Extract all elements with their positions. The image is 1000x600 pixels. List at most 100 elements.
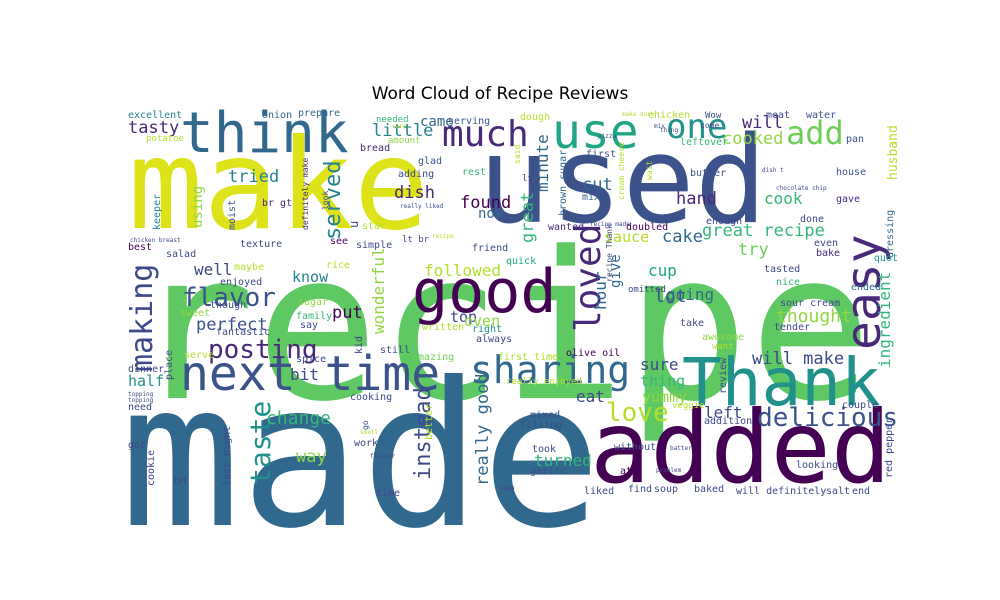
word-love: love <box>606 398 669 428</box>
word-flavour: flavour <box>370 453 396 460</box>
word-definitely-make: definitely make <box>301 158 310 230</box>
word-filling: filling <box>520 420 562 431</box>
word-cake: cake <box>662 227 703 247</box>
word-simple: simple <box>356 240 392 251</box>
word-ate: ate <box>620 466 638 477</box>
word-better: better <box>424 404 435 440</box>
word-taste: taste <box>244 401 277 485</box>
word-moist: moist <box>227 200 238 230</box>
word-made: made <box>120 340 602 573</box>
word-wanted: wanted <box>548 222 584 233</box>
word-butter: butter <box>690 168 726 179</box>
word-doubled: doubled <box>626 222 668 233</box>
word-chocolate-chip: chocolate chip <box>776 185 827 192</box>
word-sour-cream: sour cream <box>780 298 840 309</box>
word-thought: thought <box>776 306 852 327</box>
word-needed: needed <box>376 115 409 125</box>
word-time: time <box>376 488 400 499</box>
word-problem: problem <box>656 467 682 474</box>
word-dh: DH <box>174 476 186 487</box>
word-instead: instead <box>411 387 436 480</box>
word-garlic: garlic <box>530 466 566 477</box>
word-loved: loved <box>568 224 609 332</box>
word-one: one <box>666 107 727 147</box>
word-enough: enough <box>706 216 742 227</box>
word-sauce: sauce <box>604 228 649 246</box>
word-easy: easy <box>836 234 892 350</box>
word-come: come <box>700 121 719 130</box>
word-make: make <box>128 113 429 258</box>
word-sharing: sharing <box>470 348 630 392</box>
word-posting: posting <box>208 335 318 365</box>
word-find: find <box>628 484 652 495</box>
word-got: got <box>128 440 146 451</box>
word-really-enjoyed: really enjoyed <box>506 377 582 387</box>
word-gave: gave <box>836 194 860 205</box>
word-recipe-thank: recipe Thank <box>605 224 614 282</box>
word-dish: dish <box>394 183 435 203</box>
word-chicken-breast: chicken breast <box>130 237 181 244</box>
word-amazing: amazing <box>412 352 454 363</box>
word-go: go <box>361 420 370 430</box>
word-little: little <box>372 121 433 141</box>
word-veggie: veggie <box>672 401 705 411</box>
word-look: look <box>321 191 330 210</box>
word-house: house <box>836 167 866 178</box>
word-see: see <box>330 236 348 247</box>
word-awesome: awesome <box>702 332 744 343</box>
word-maybe: maybe <box>234 262 264 273</box>
word-amount: amount <box>388 136 421 146</box>
word-flavor: flavor <box>182 283 276 313</box>
word-cook: cook <box>764 189 803 208</box>
word-meat: meat <box>766 110 790 121</box>
word-add: add <box>786 114 844 152</box>
word-batter: batter <box>670 445 692 452</box>
word-brown-sugar: brown sugar <box>558 150 569 216</box>
word-best: best <box>128 242 152 253</box>
word-cooked: cooked <box>722 129 783 149</box>
word-pan: pan <box>846 134 864 145</box>
word-served: served <box>321 161 346 240</box>
word-addition: addition <box>704 416 752 427</box>
word-great: great <box>518 192 538 243</box>
word-bake: bake <box>816 248 840 259</box>
word-wow: Wow <box>705 111 722 121</box>
word-review: review <box>718 357 729 394</box>
word-thing: thing <box>660 127 678 134</box>
word-much: much <box>442 114 529 155</box>
word-written: written <box>422 322 464 333</box>
word-want: want <box>712 342 734 352</box>
word-red-pepper: red pepper <box>884 418 895 478</box>
word-done: done <box>800 214 824 225</box>
word-first-time: first time <box>498 352 558 363</box>
word-salt: salt <box>826 486 850 497</box>
word-u: u <box>347 221 361 228</box>
word-water: water <box>806 110 836 121</box>
word-came: came <box>420 114 454 130</box>
word-pizza: pizza <box>598 133 616 140</box>
word-hour: hour <box>591 271 610 310</box>
word-found: found <box>460 193 511 213</box>
word-hand: hand <box>676 189 717 209</box>
word-sure: sure <box>392 123 407 130</box>
word-wonderful: wonderful <box>369 247 388 334</box>
word-change: change <box>266 408 331 429</box>
word-even: even <box>814 238 838 249</box>
word-tasted: tasted <box>764 264 800 275</box>
word-nice: nice <box>776 277 800 288</box>
word-lt: lt <box>522 174 533 184</box>
word-think: think <box>180 101 349 166</box>
word-minute: minute <box>533 134 552 192</box>
word-leftover: leftover <box>680 137 728 148</box>
word-recipe: recipe <box>132 209 873 447</box>
word-good: good <box>412 257 557 327</box>
word-rest: rest <box>462 167 486 178</box>
word-rice: rice <box>326 260 350 271</box>
word-left: left <box>704 403 743 422</box>
word-fantastic: fantastic <box>216 327 270 338</box>
word-bit: bit <box>290 365 319 384</box>
word-husband: husband <box>886 125 901 180</box>
word-topping: topping <box>128 391 154 398</box>
word-tasty: tasty <box>128 118 179 138</box>
